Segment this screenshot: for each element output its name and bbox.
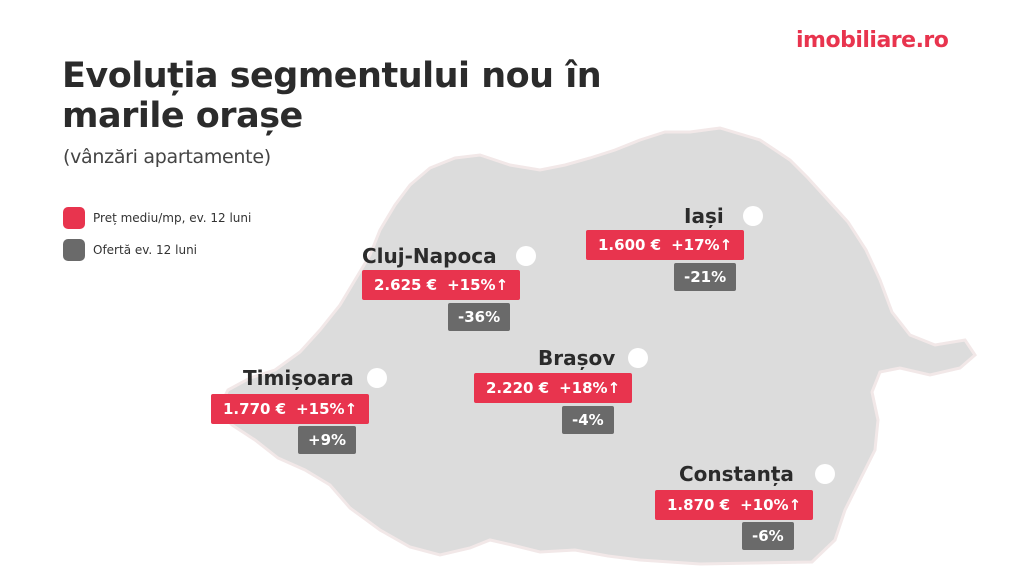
price-change-constanta: +10%↑ [740,496,802,514]
offer-label-timisoara: +9% [298,426,357,454]
page-title: Evoluția segmentului nou în marile orașe [62,56,602,136]
price-change-brasov: +18%↑ [559,379,621,397]
title-line-2: marile orașe [62,96,303,136]
legend-label-offer: Ofertă ev. 12 luni [93,243,198,257]
price-label-iasi: 1.600 € +17%↑ [586,230,745,260]
legend-label-price: Preț mediu/mp, ev. 12 luni [93,211,252,225]
price-label-brasov: 2.220 € +18%↑ [474,373,633,403]
city-marker-iasi [743,206,763,226]
offer-label-cluj: -36% [448,303,511,331]
legend-swatch-price [63,207,85,229]
legend: Preț mediu/mp, ev. 12 luni Ofertă ev. 12… [63,205,251,269]
price-label-cluj: 2.625 € +15%↑ [362,270,521,300]
price-value-brasov: 2.220 € [486,379,550,397]
city-marker-cluj [516,246,536,266]
price-value-constanta: 1.870 € [667,496,731,514]
city-name-timisoara: Timișoara [243,366,354,390]
price-change-timisoara: +15%↑ [296,400,358,418]
city-marker-timisoara [367,368,387,388]
legend-swatch-offer [63,239,85,261]
romania-shape [216,126,977,566]
offer-label-brasov: -4% [562,406,614,434]
price-label-timisoara: 1.770 € +15%↑ [211,394,370,424]
city-marker-constanta [815,464,835,484]
title-line-1: Evoluția segmentului nou în [62,56,602,96]
price-change-iasi: +17%↑ [671,236,733,254]
offer-label-constanta: -6% [742,522,794,550]
price-label-constanta: 1.870 € +10%↑ [655,490,814,520]
city-name-constanta: Constanța [679,462,794,486]
city-name-brasov: Brașov [538,346,616,370]
page-subtitle: (vânzări apartamente) [63,146,271,168]
price-value-iasi: 1.600 € [598,236,662,254]
city-name-cluj: Cluj-Napoca [362,244,497,268]
brand-logo: imobiliare.ro [796,28,949,53]
legend-item-offer: Ofertă ev. 12 luni [63,237,251,263]
offer-label-iasi: -21% [674,263,737,291]
city-name-iasi: Iași [684,204,724,228]
price-value-cluj: 2.625 € [374,276,438,294]
price-change-cluj: +15%↑ [447,276,509,294]
legend-item-price: Preț mediu/mp, ev. 12 luni [63,205,251,231]
price-value-timisoara: 1.770 € [223,400,287,418]
city-marker-brasov [628,348,648,368]
